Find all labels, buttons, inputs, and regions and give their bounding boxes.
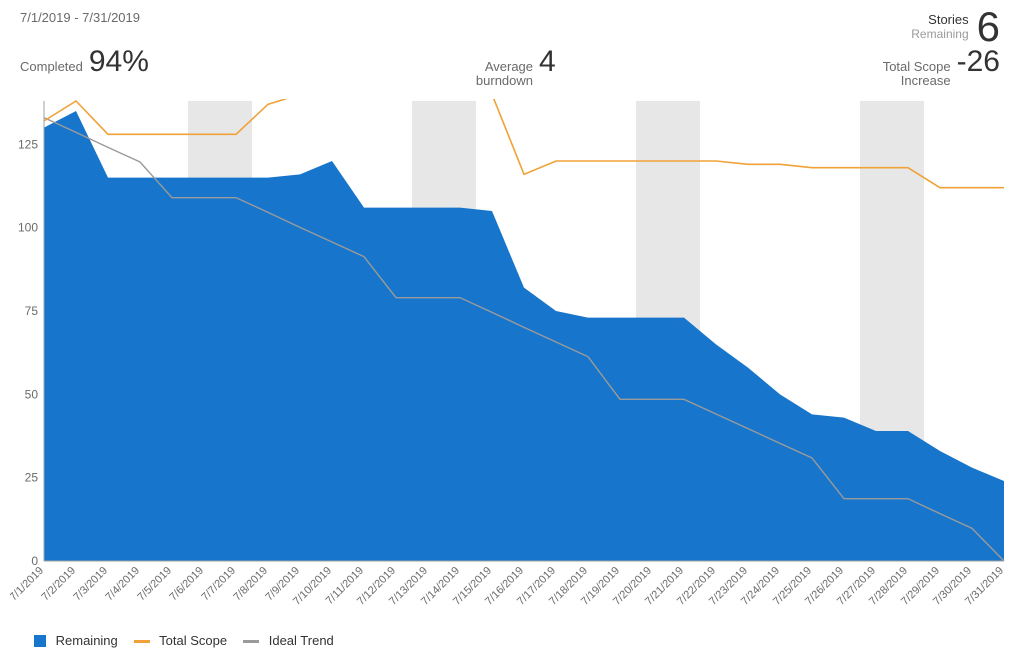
- legend-total-scope-label: Total Scope: [159, 633, 227, 648]
- svg-text:75: 75: [25, 304, 39, 318]
- legend-remaining: Remaining: [34, 633, 118, 648]
- svg-text:100: 100: [18, 220, 38, 234]
- svg-text:7/5/2019: 7/5/2019: [135, 564, 174, 603]
- stories-remaining-label2: Remaining: [911, 28, 968, 41]
- svg-text:7/6/2019: 7/6/2019: [167, 564, 206, 603]
- legend-total-scope: Total Scope: [134, 633, 227, 648]
- completed-metric: Completed 94%: [20, 47, 149, 89]
- svg-text:25: 25: [25, 470, 39, 484]
- legend-total-scope-swatch: [134, 640, 150, 643]
- date-range: 7/1/2019 - 7/31/2019: [20, 10, 1000, 25]
- scope-increase-label2: Increase: [883, 74, 951, 88]
- chart-svg: 02550751001257/1/20197/2/20197/3/20197/4…: [10, 99, 1010, 623]
- scope-increase-value: -26: [957, 47, 1000, 77]
- avg-burndown-metric: Average burndown 4: [476, 47, 556, 89]
- stories-remaining-metric: Stories Remaining 6: [911, 6, 1000, 48]
- scope-increase-metric: Total Scope Increase -26: [883, 47, 1000, 89]
- svg-text:50: 50: [25, 387, 39, 401]
- legend-ideal-trend: Ideal Trend: [243, 633, 334, 648]
- avg-burndown-label2: burndown: [476, 74, 533, 88]
- stories-remaining-value: 6: [977, 6, 1000, 48]
- legend-ideal-trend-label: Ideal Trend: [269, 633, 334, 648]
- svg-text:7/3/2019: 7/3/2019: [71, 564, 110, 603]
- svg-text:125: 125: [18, 137, 38, 151]
- legend-remaining-swatch: [34, 635, 46, 647]
- legend: Remaining Total Scope Ideal Trend: [0, 623, 1020, 648]
- legend-ideal-trend-swatch: [243, 640, 259, 643]
- scope-increase-label1: Total Scope: [883, 60, 951, 74]
- completed-value: 94%: [89, 47, 149, 77]
- avg-burndown-value: 4: [539, 47, 556, 77]
- svg-text:7/4/2019: 7/4/2019: [103, 564, 142, 603]
- svg-text:7/2/2019: 7/2/2019: [39, 564, 78, 603]
- burndown-chart: 02550751001257/1/20197/2/20197/3/20197/4…: [10, 99, 1010, 623]
- metrics-row: Completed 94% Average burndown 4 Total S…: [0, 29, 1020, 93]
- svg-text:7/7/2019: 7/7/2019: [199, 564, 238, 603]
- stories-remaining-label1: Stories: [911, 13, 968, 27]
- legend-remaining-label: Remaining: [56, 633, 118, 648]
- svg-text:7/8/2019: 7/8/2019: [231, 564, 270, 603]
- completed-label: Completed: [20, 60, 83, 74]
- avg-burndown-label1: Average: [476, 60, 533, 74]
